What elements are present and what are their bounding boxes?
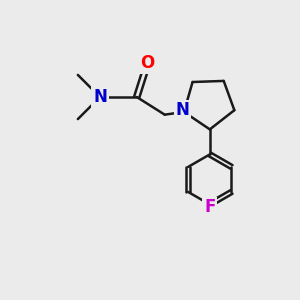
Text: F: F <box>204 198 215 216</box>
Text: N: N <box>176 101 190 119</box>
Text: N: N <box>93 88 107 106</box>
Text: O: O <box>140 54 154 72</box>
